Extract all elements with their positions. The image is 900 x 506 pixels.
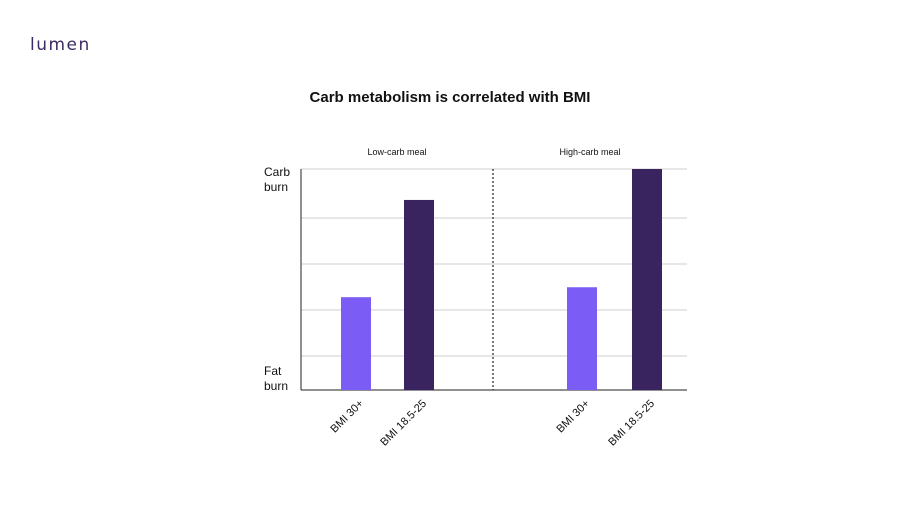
bar	[632, 169, 662, 390]
x-tick-label: BMI 18.5-25	[378, 398, 429, 449]
x-tick-label: BMI 30+	[328, 398, 366, 436]
lumen-logo: lumen	[30, 35, 91, 55]
bar	[404, 199, 434, 390]
chart-title: Carb metabolism is correlated with BMI	[309, 89, 591, 106]
x-tick-label: BMI 18.5-25	[606, 398, 657, 449]
panel-label: Low-carb meal	[367, 147, 426, 157]
bars	[341, 169, 662, 390]
x-tick-label: BMI 30+	[554, 398, 592, 436]
y-axis-bottom-label: Fat burn	[264, 364, 288, 393]
labels: Carb burn Fat burn Low-carb meal BMI 30+ BMI 1…	[264, 147, 657, 448]
bar	[341, 297, 371, 390]
y-axis-top-label: Carb burn	[264, 165, 290, 194]
bar	[567, 287, 597, 390]
panel-label: High-carb meal	[559, 147, 620, 157]
